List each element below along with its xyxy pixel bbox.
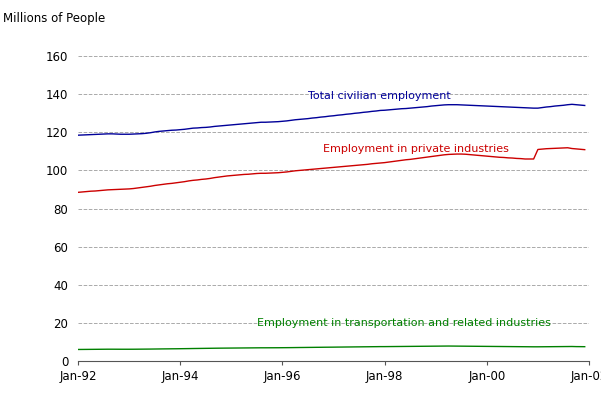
Text: Employment in private industries: Employment in private industries (323, 144, 509, 154)
Text: Total civilian employment: Total civilian employment (308, 91, 451, 101)
Text: Millions of People: Millions of People (3, 12, 105, 25)
Text: Employment in transportation and related industries: Employment in transportation and related… (257, 318, 551, 328)
